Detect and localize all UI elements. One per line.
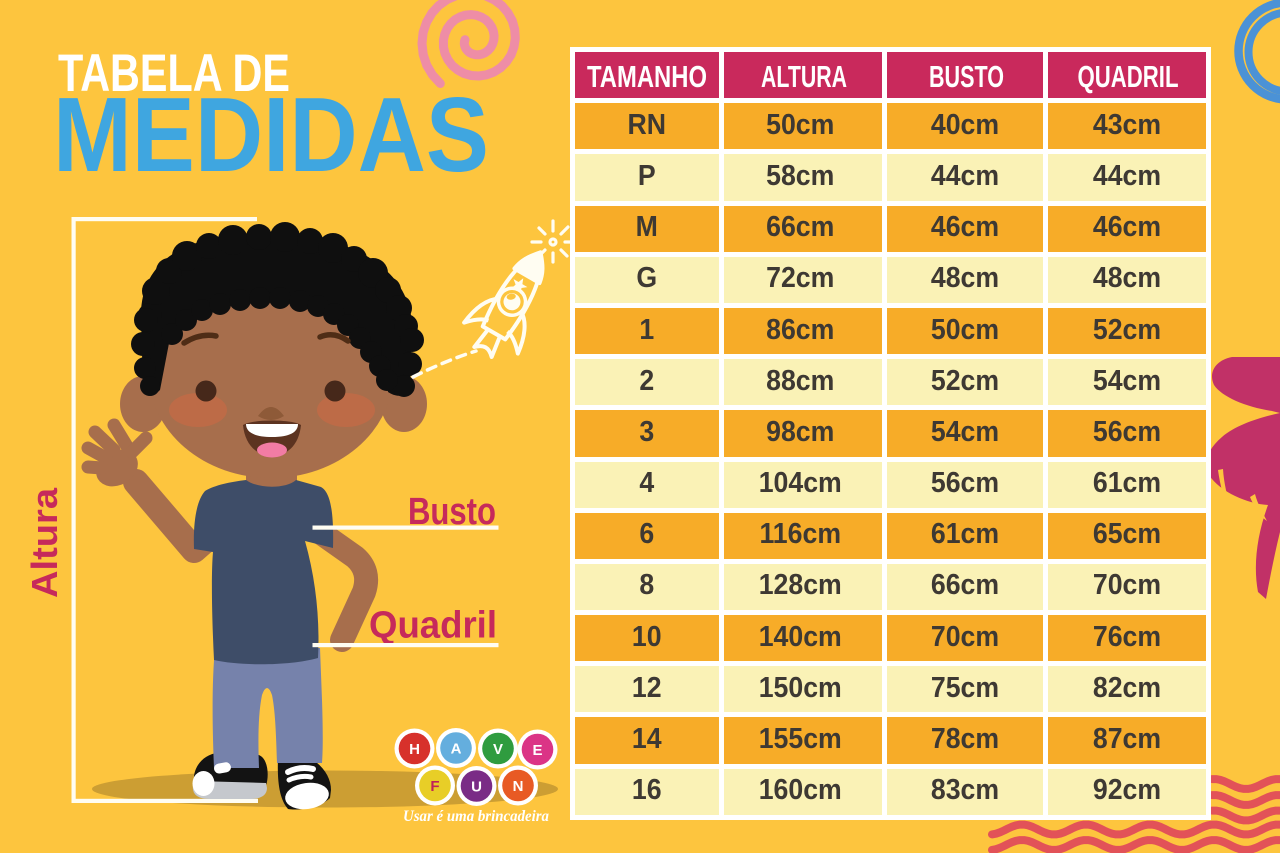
svg-text:U: U — [471, 778, 482, 795]
svg-text:N: N — [513, 778, 524, 795]
svg-text:TAMANHO: TAMANHO — [587, 59, 707, 94]
svg-text:Quadril: Quadril — [369, 605, 497, 647]
svg-text:ALTURA: ALTURA — [761, 59, 847, 94]
svg-text:E: E — [532, 742, 542, 759]
svg-text:Usar é uma brincadeira: Usar é uma brincadeira — [403, 808, 549, 825]
svg-text:MEDIDAS: MEDIDAS — [53, 76, 489, 194]
svg-text:BUSTO: BUSTO — [929, 59, 1004, 94]
svg-text:F: F — [430, 778, 439, 795]
svg-text:H: H — [409, 741, 420, 758]
svg-text:A: A — [451, 740, 462, 757]
svg-text:QUADRIL: QUADRIL — [1078, 59, 1179, 94]
svg-text:TABELA DE: TABELA DE — [58, 44, 290, 103]
svg-text:Altura: Altura — [24, 487, 65, 598]
svg-text:V: V — [493, 741, 503, 758]
